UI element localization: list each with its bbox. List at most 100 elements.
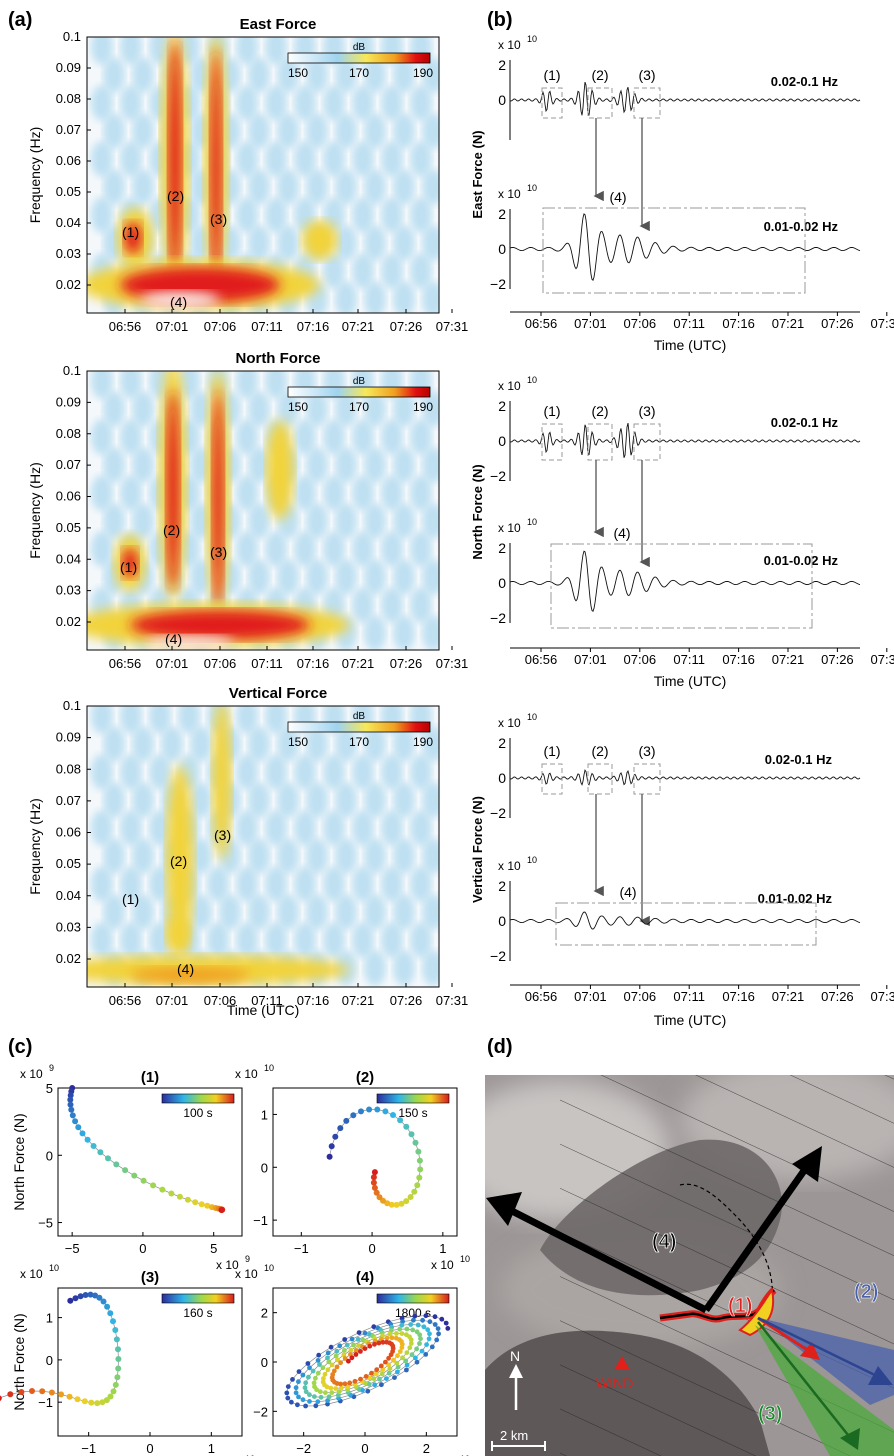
- spectrogram-cell: [294, 475, 316, 511]
- spectrogram-cell: [294, 922, 316, 958]
- pm-point: [367, 1343, 373, 1349]
- pm-point: [303, 1380, 309, 1386]
- spectrogram-cell: [91, 37, 113, 65]
- time-tick-label: 07:26: [821, 652, 854, 667]
- spectrogram-cell: [190, 894, 212, 930]
- pm-point: [67, 1297, 74, 1304]
- spectrogram-title: Vertical Force: [229, 685, 327, 702]
- spectrogram-cell: [422, 225, 439, 261]
- spectrogram-cell: [335, 782, 357, 818]
- spectrogram-cell: [364, 615, 386, 650]
- pm-x-tick-label: −1: [294, 1241, 309, 1256]
- pm-point: [363, 1374, 369, 1379]
- pm-point: [315, 1358, 321, 1363]
- spectrogram-cell: [190, 838, 212, 874]
- pm-point: [312, 1394, 317, 1399]
- pm-point: [387, 1331, 393, 1337]
- spectrogram-cell: [381, 197, 403, 233]
- spectrogram-cell: [120, 371, 142, 399]
- y-tick-label: 0.05: [56, 520, 81, 535]
- spectrogram-cell: [265, 922, 287, 958]
- time-tick-label: 07:11: [673, 989, 705, 1004]
- pm-point: [423, 1313, 429, 1319]
- spectrogram-cell: [364, 391, 386, 427]
- waveform-box: [633, 87, 661, 119]
- y-tick-label: 0.03: [56, 583, 81, 598]
- pm-point: [333, 1386, 339, 1391]
- pm-point: [360, 1387, 365, 1393]
- spectrogram-cell: [422, 57, 439, 93]
- pm-point: [305, 1361, 311, 1366]
- spectrogram-cell: [352, 197, 374, 233]
- spectrogram-cell: [103, 113, 125, 149]
- waveform-y-tick-label: 2: [498, 57, 506, 73]
- y-tick-label: 0.07: [56, 457, 81, 472]
- spectrogram-cell: [120, 706, 142, 734]
- pm-point: [349, 1336, 355, 1342]
- spectrogram-cell: [190, 559, 212, 595]
- x-axis-label: Time (UTC): [654, 337, 727, 353]
- spectrogram-cell: [352, 866, 374, 902]
- spectrogram-annotation: (3): [210, 211, 227, 227]
- time-tick-label: 07:21: [772, 989, 805, 1004]
- pm-title: (1): [141, 1069, 159, 1086]
- spectrogram-cell: [277, 782, 299, 818]
- x-tick-label: 07:06: [204, 656, 237, 671]
- x-tick-label: 07:31: [436, 319, 469, 334]
- pm-point: [113, 1161, 120, 1168]
- pm-point: [397, 1349, 403, 1354]
- pm-point: [326, 1359, 332, 1365]
- pm-y-scale-exp: 10: [264, 1263, 274, 1273]
- spectrogram-cell: [277, 169, 299, 205]
- colorbar-tick-label: 190: [413, 66, 433, 80]
- pm-point: [407, 1345, 413, 1351]
- spectrogram-cell: [294, 531, 316, 567]
- spectrogram-cell: [422, 281, 439, 313]
- waveform-band-label: 0.01-0.02 Hz: [764, 219, 839, 234]
- pm-point: [176, 1193, 183, 1200]
- pm-y-scale-exp: 9: [49, 1063, 54, 1073]
- x-tick-label: 06:56: [109, 656, 142, 671]
- spectrogram-cell: [236, 197, 258, 233]
- spectrogram-cell: [410, 810, 432, 846]
- pm-point: [115, 1356, 122, 1362]
- x-tick-label: 07:01: [156, 656, 189, 671]
- pm-point: [329, 1390, 335, 1396]
- pm-point: [408, 1322, 414, 1327]
- pm-point: [432, 1314, 438, 1320]
- pm-point: [293, 1385, 299, 1391]
- spectrogram-cell: [149, 706, 171, 734]
- waveform-band-label: 0.02-0.1 Hz: [771, 74, 839, 89]
- pm-y-scale: x 10: [20, 1267, 43, 1281]
- pm-point: [105, 1155, 111, 1162]
- time-tick-label: 07:31: [871, 989, 894, 1004]
- y-tick-label: 0.05: [56, 856, 81, 871]
- time-tick-label: 07:06: [624, 652, 657, 667]
- spectrogram-cell: [393, 615, 415, 650]
- spectrogram-cell: [132, 447, 154, 483]
- force-arrow-3-head: [840, 1428, 860, 1450]
- spectrogram-cell: [91, 531, 113, 567]
- spectrogram-cell: [364, 950, 386, 986]
- pm-point: [88, 1399, 95, 1406]
- time-tick-label: 07:26: [821, 316, 854, 331]
- pm-point: [296, 1394, 301, 1400]
- x-tick-label: 06:56: [109, 319, 142, 334]
- spectrogram-cell: [335, 838, 357, 874]
- pm-point: [419, 1348, 425, 1354]
- spectrogram-title: East Force: [240, 16, 317, 33]
- pm-point: [400, 1355, 405, 1361]
- colorbar-tick-label: 170: [349, 66, 369, 80]
- pm-point: [397, 1117, 404, 1124]
- spectrogram-cell: [364, 503, 386, 539]
- pm-y-tick-label: 0: [46, 1148, 53, 1163]
- pm-point: [370, 1179, 377, 1186]
- pm-point: [349, 1355, 355, 1361]
- spectrogram-cell: [381, 85, 403, 121]
- spectrogram-cell: [393, 391, 415, 427]
- pm-point: [421, 1324, 427, 1330]
- spectrogram-cell: [323, 531, 345, 567]
- pm-point: [112, 1327, 119, 1333]
- pm-point: [377, 1376, 382, 1382]
